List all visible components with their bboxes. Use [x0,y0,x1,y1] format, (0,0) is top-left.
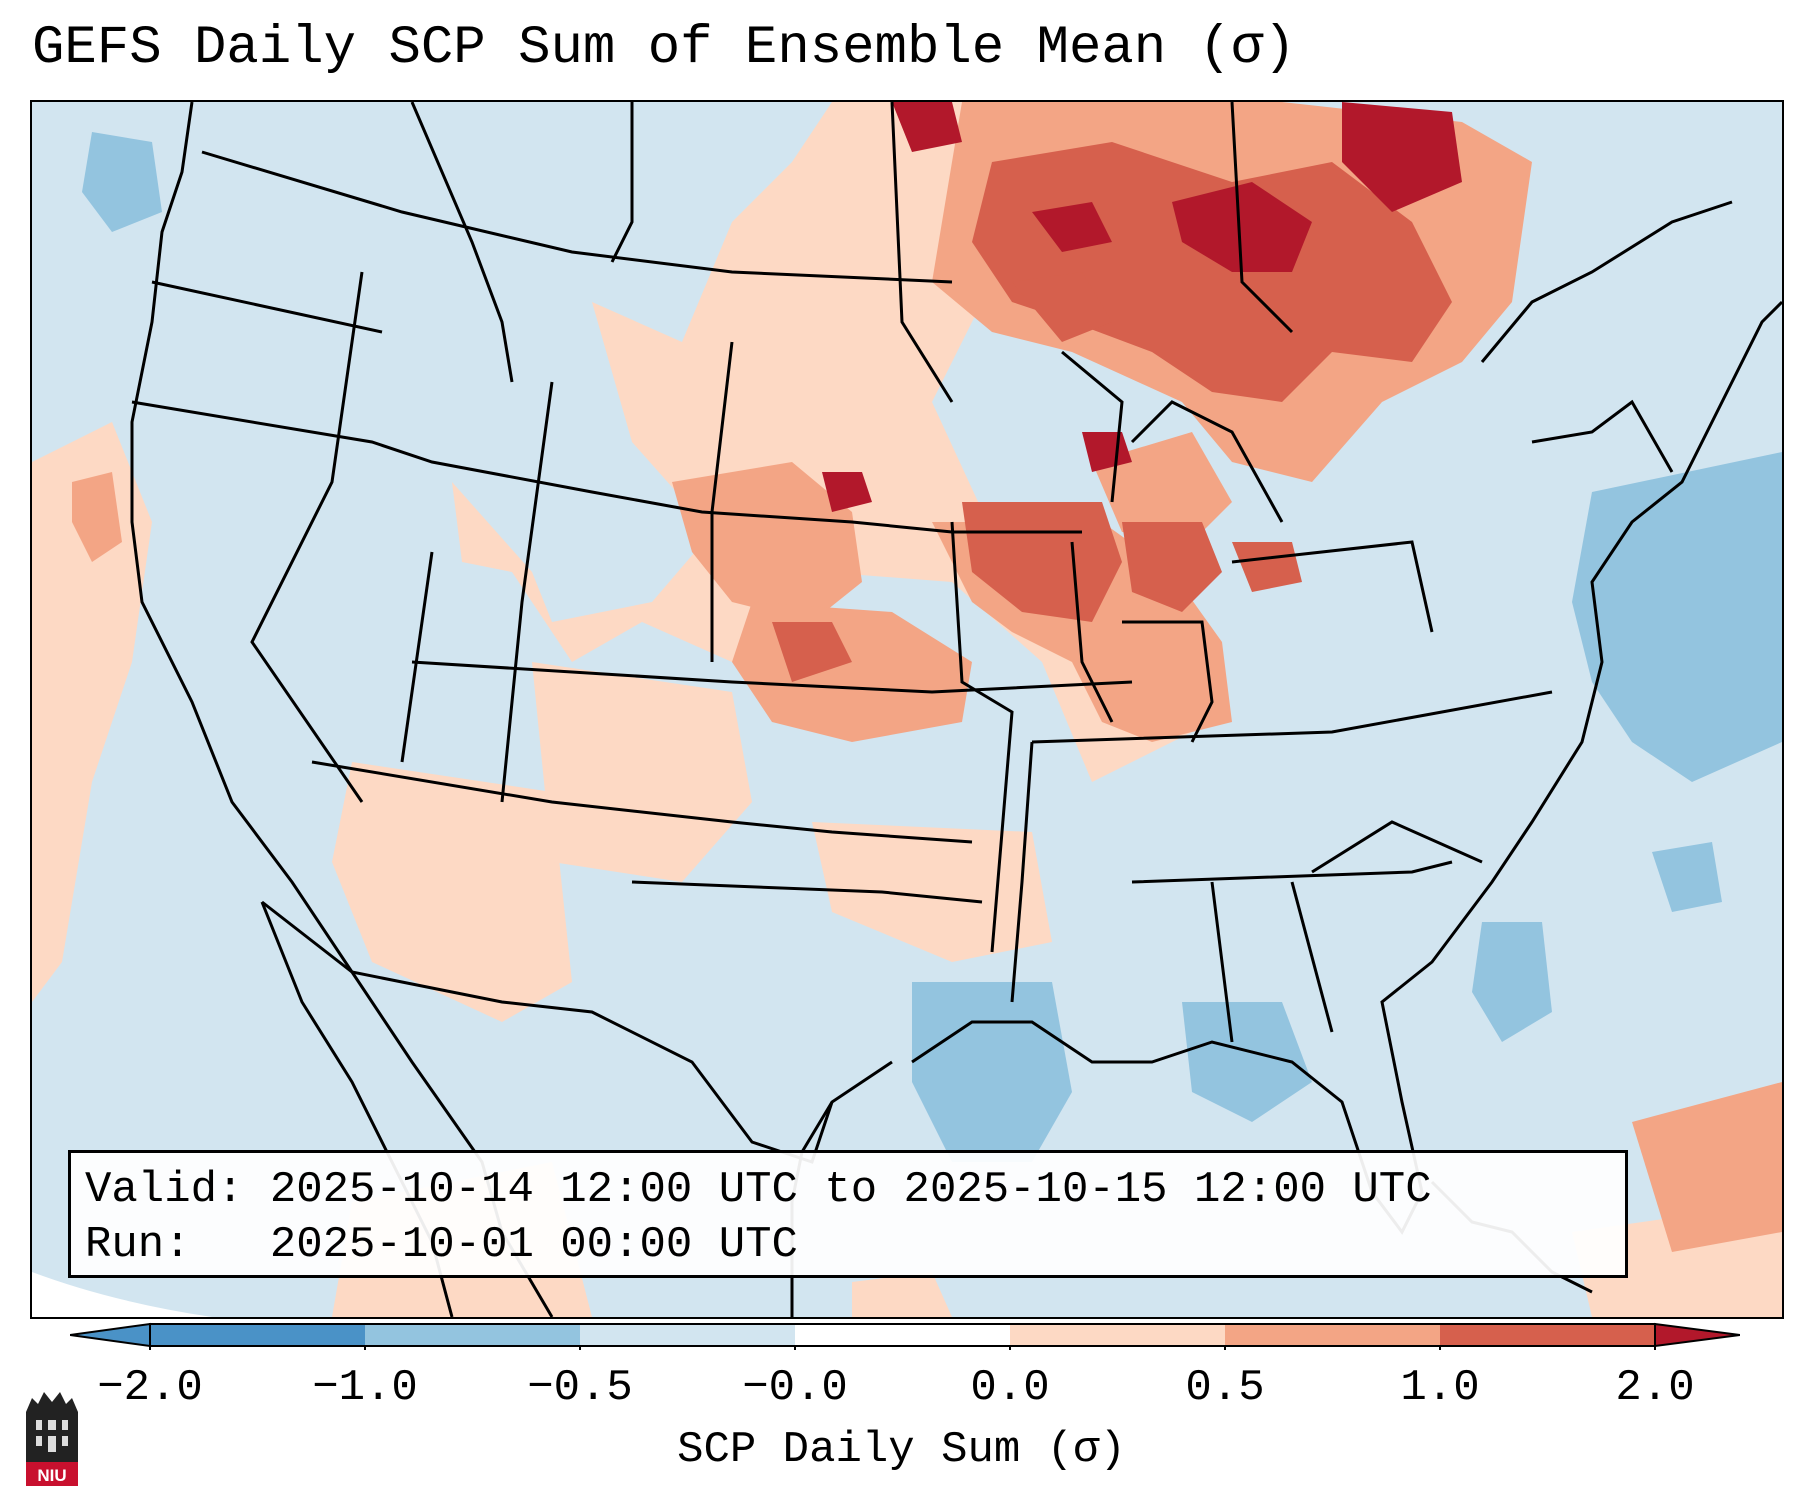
page-title: GEFS Daily SCP Sum of Ensemble Mean (σ) [32,18,1296,79]
colorbar-segment-7 [1440,1324,1655,1346]
colorbar-label: SCP Daily Sum (σ) [677,1425,1126,1475]
colorbar-tick-label: −1.0 [312,1363,418,1413]
niu-logo-icon: NIU [26,1392,78,1486]
scp-anomaly-map [32,102,1782,1317]
run-time-line: Run: 2025-10-01 00:00 UTC [85,1220,798,1270]
positive-anomaly-max [822,102,1462,512]
colorbar-tick-label: 0.5 [1185,1363,1265,1413]
valid-time-line: Valid: 2025-10-14 12:00 UTC to 2025-10-1… [85,1165,1432,1215]
colorbar-segment-2 [365,1324,580,1346]
colorbar-segment-5 [1010,1324,1225,1346]
colorbar-tick-label: −2.0 [97,1363,203,1413]
boundaries [130,102,1782,1317]
colorbar-tick-label: 0.0 [970,1363,1050,1413]
colorbar-segment-6 [1225,1324,1440,1346]
colorbar [70,1322,1740,1350]
colorbar-segment-1 [150,1324,365,1346]
colorbar-tick-label: −0.0 [742,1363,848,1413]
colorbar-segment-4 [795,1324,1010,1346]
map-panel [30,100,1784,1319]
validity-info-box: Valid: 2025-10-14 12:00 UTC to 2025-10-1… [68,1150,1628,1278]
colorbar-tick-label: 1.0 [1400,1363,1480,1413]
colorbar-segment-3 [580,1324,795,1346]
colorbar-extend-high [1654,1322,1740,1348]
logo-text: NIU [37,1466,66,1485]
colorbar-tick-label: −0.5 [527,1363,633,1413]
colorbar-extend-low [70,1322,151,1348]
colorbar-tick-label: 2.0 [1615,1363,1695,1413]
